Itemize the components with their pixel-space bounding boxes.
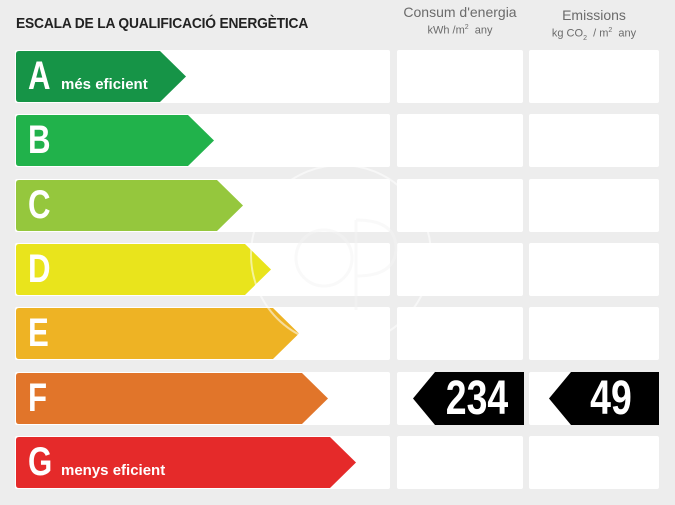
consum-cell-g — [397, 436, 523, 489]
class-arrow-a — [16, 51, 186, 102]
class-arrow-c — [16, 180, 243, 231]
page-title: ESCALA DE LA QUALIFICACIÓ ENERGÈTICA — [16, 15, 309, 32]
class-arrow-f — [16, 373, 328, 424]
emissions-title: Emissions — [562, 7, 626, 23]
consum-cell-a — [397, 50, 523, 103]
emissions-unit: kg CO2 / m2 any — [551, 27, 637, 42]
class-letter: D — [28, 247, 51, 291]
class-letter: B — [28, 118, 51, 162]
consum-value: 234 — [445, 372, 509, 425]
emissions-cell-g — [529, 436, 659, 489]
emissions-cell-a — [529, 50, 659, 103]
consum-cell-d — [397, 243, 523, 296]
class-letter: E — [28, 311, 49, 355]
consum-cell-b — [397, 114, 523, 167]
emissions-cell-b — [529, 114, 659, 167]
class-description: més eficient — [61, 76, 148, 93]
class-description: menys eficient — [61, 462, 166, 479]
consum-unit: kWh /m2 any — [427, 24, 493, 37]
class-letter: G — [28, 440, 53, 484]
consum-title: Consum d'energia — [403, 4, 517, 20]
consum-cell-c — [397, 179, 523, 232]
emissions-value: 49 — [590, 372, 632, 425]
emissions-cell-e — [529, 307, 659, 360]
emissions-column-header: Emissions kg CO2 / m2 any — [529, 7, 659, 42]
class-letter: F — [28, 376, 48, 420]
consum-column-header: Consum d'energia kWh /m2 any — [397, 4, 523, 37]
consum-cell-e — [397, 307, 523, 360]
class-arrow-b — [16, 115, 214, 166]
class-arrow-e — [16, 308, 299, 359]
emissions-cell-c — [529, 179, 659, 232]
class-letter: A — [28, 54, 51, 98]
emissions-cell-d — [529, 243, 659, 296]
class-arrow-g — [16, 437, 356, 488]
class-letter: C — [28, 183, 51, 227]
class-arrow-d — [16, 244, 271, 295]
